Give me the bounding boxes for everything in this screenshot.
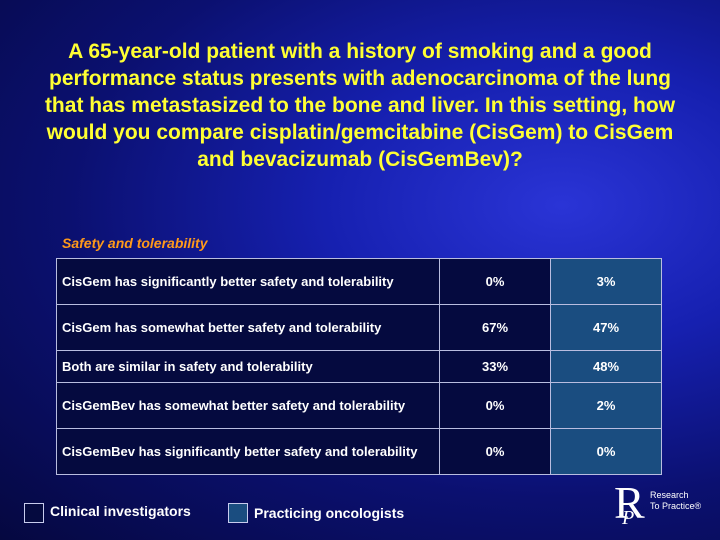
- row-label: CisGem has significantly better safety a…: [56, 258, 440, 305]
- row-label: CisGem has somewhat better safety and to…: [56, 304, 440, 351]
- question-text: A 65-year-old patient with a history of …: [44, 40, 676, 171]
- practicing-oncologists-value: 47%: [550, 304, 662, 351]
- row-label: CisGemBev has somewhat better safety and…: [56, 382, 440, 429]
- legend-label-practicing: Practicing oncologists: [254, 505, 405, 521]
- row-label: CisGemBev has significantly better safet…: [56, 428, 440, 475]
- logo-text: Research To Practice®: [650, 490, 701, 512]
- table-row: CisGemBev has significantly better safet…: [56, 428, 662, 475]
- section-title: Safety and tolerability: [62, 235, 208, 251]
- table-row: CisGem has significantly better safety a…: [56, 258, 662, 305]
- clinical-investigators-value: 0%: [439, 428, 551, 475]
- legend-swatch-clinical: [24, 503, 44, 523]
- results-table: CisGem has significantly better safety a…: [56, 258, 662, 475]
- practicing-oncologists-value: 0%: [550, 428, 662, 475]
- clinical-investigators-value: 67%: [439, 304, 551, 351]
- table-row: CisGemBev has somewhat better safety and…: [56, 382, 662, 429]
- practicing-oncologists-value: 3%: [550, 258, 662, 305]
- logo-letter-r: R: [614, 477, 645, 528]
- logo-letter-p: P: [622, 507, 635, 529]
- clinical-investigators-value: 33%: [439, 350, 551, 383]
- table-row: Both are similar in safety and tolerabil…: [56, 350, 662, 383]
- legend-label-clinical: Clinical investigators: [50, 503, 191, 519]
- row-label: Both are similar in safety and tolerabil…: [56, 350, 440, 383]
- table-row: CisGem has somewhat better safety and to…: [56, 304, 662, 351]
- practicing-oncologists-value: 48%: [550, 350, 662, 383]
- legend-swatch-practicing: [228, 503, 248, 523]
- clinical-investigators-value: 0%: [439, 258, 551, 305]
- practicing-oncologists-value: 2%: [550, 382, 662, 429]
- logo-line-1: Research: [650, 490, 689, 500]
- logo-line-2: To Practice®: [650, 501, 702, 511]
- clinical-investigators-value: 0%: [439, 382, 551, 429]
